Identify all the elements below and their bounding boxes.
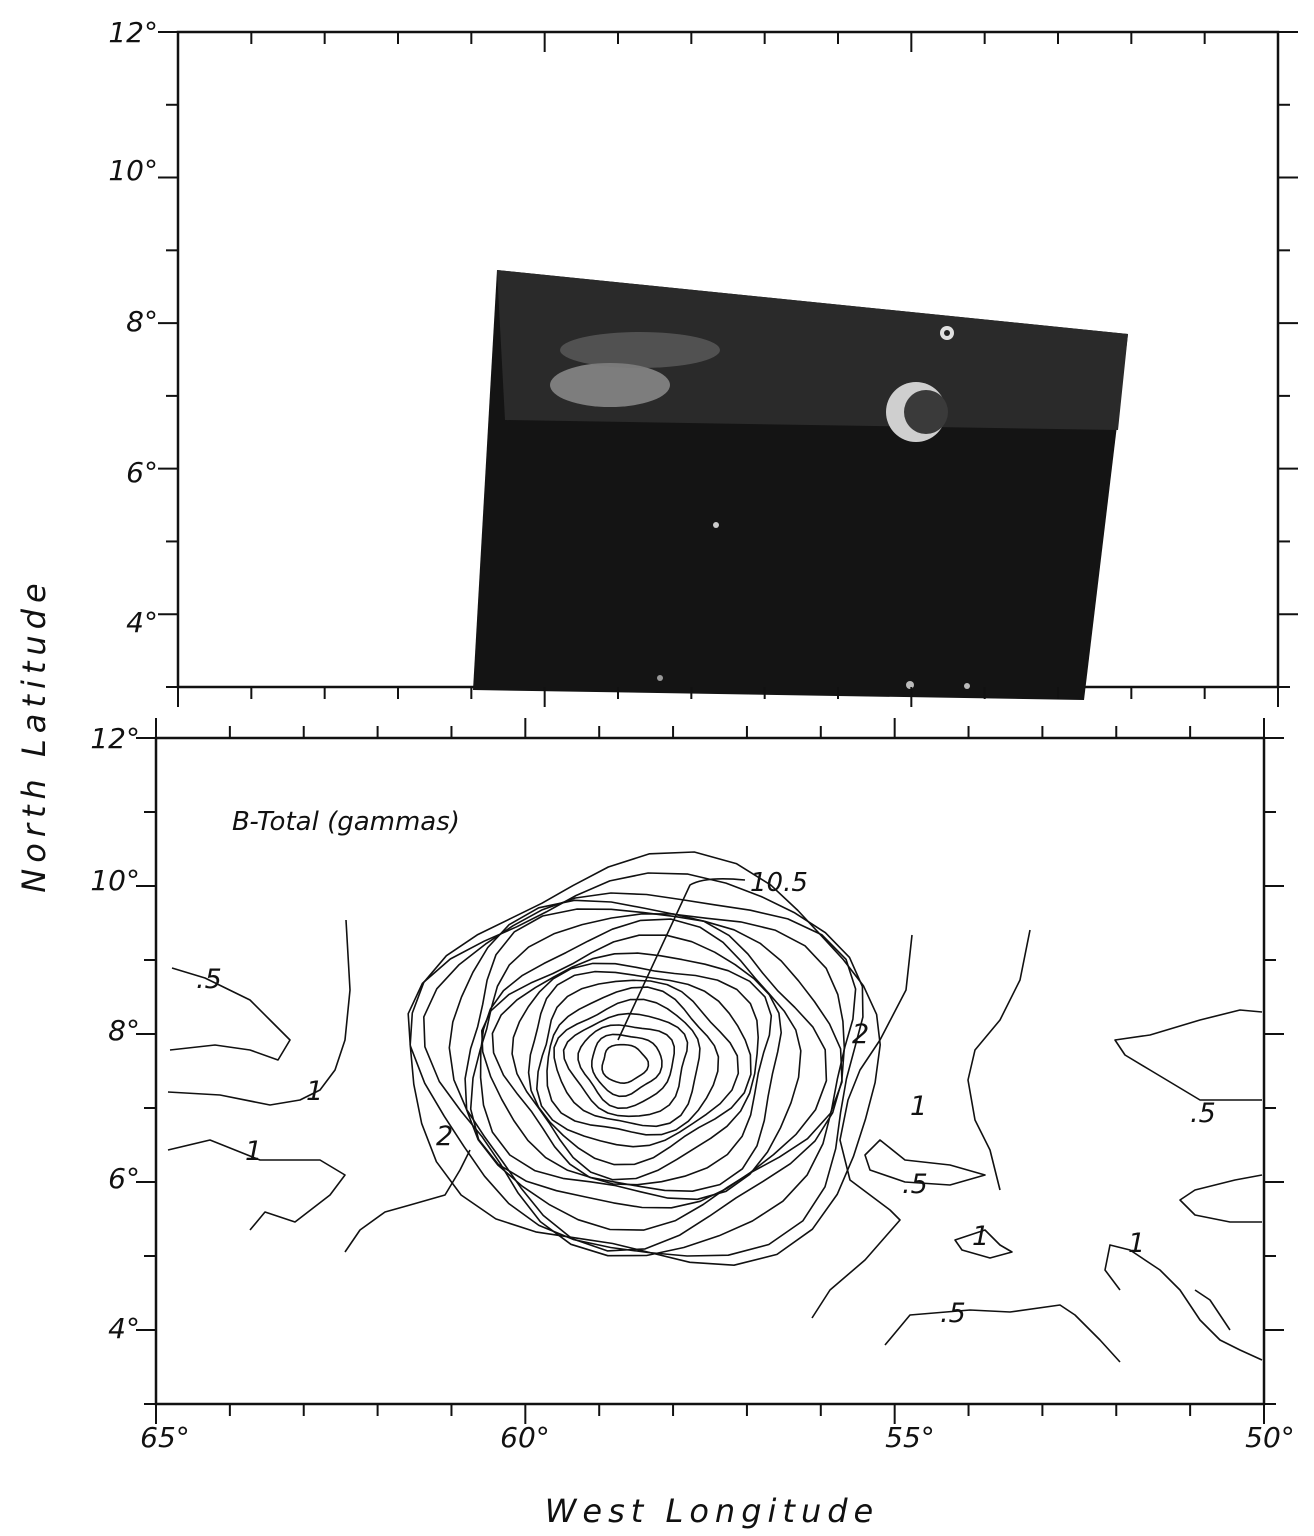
contour-label: 1 <box>972 1221 989 1252</box>
contour-line <box>169 967 291 1061</box>
surface-image <box>473 270 1128 700</box>
contour-line <box>481 934 782 1192</box>
contour-label: 2 <box>436 1121 453 1152</box>
y-tick-label: 6° <box>108 1162 140 1195</box>
contour-label: .5 <box>902 1169 928 1200</box>
contour-label: 1 <box>1128 1228 1145 1259</box>
contour-line <box>491 952 773 1186</box>
contour-line <box>479 918 802 1201</box>
contour-line <box>423 892 857 1257</box>
bottom-panel-frame <box>154 736 1266 1406</box>
contour-line <box>546 986 720 1136</box>
contour-line <box>1179 1174 1263 1223</box>
y-tick-label: 8° <box>126 305 158 338</box>
contour-line <box>884 1304 1121 1363</box>
contour-line <box>344 1149 471 1253</box>
contour-line <box>954 1229 1013 1259</box>
peak-leader-line <box>617 878 746 1041</box>
contour-line <box>527 970 752 1166</box>
contour-line <box>553 998 701 1128</box>
contour-line <box>167 919 351 1106</box>
y-tick-label: 8° <box>108 1014 140 1047</box>
contour-label: .5 <box>1190 1098 1216 1129</box>
x-tick-label: 60° <box>500 1421 550 1454</box>
y-tick-label: 4° <box>108 1312 140 1345</box>
contour-label: 1 <box>245 1136 262 1167</box>
y-tick-label: 10° <box>108 154 158 187</box>
contour-line <box>1114 1009 1263 1101</box>
contour-line <box>1194 1289 1231 1331</box>
contour-label: .5 <box>196 964 222 995</box>
contour-line <box>511 962 759 1181</box>
contour-line <box>464 908 843 1231</box>
contour-line <box>409 851 881 1266</box>
y-tick-label: 6° <box>126 456 158 489</box>
contour-line <box>1104 1244 1263 1361</box>
panel-annotation: B-Total (gammas) <box>232 807 460 837</box>
peak-label: 10.5 <box>750 868 808 898</box>
x-axis-label: West Longitude <box>545 1492 879 1530</box>
contour-line <box>864 1139 986 1186</box>
contour-line <box>967 929 1031 1191</box>
contour-line <box>448 899 846 1252</box>
tick-marks <box>136 31 1298 1424</box>
y-axis-label: North Latitude <box>15 577 53 892</box>
y-tick-label: 10° <box>90 864 140 897</box>
contour-line <box>591 1033 663 1098</box>
y-tick-label: 4° <box>126 606 158 639</box>
contour-lines <box>167 851 1263 1363</box>
contour-label: 1 <box>910 1091 927 1122</box>
contour-label: 1 <box>306 1076 323 1107</box>
contour-line <box>601 1043 650 1084</box>
contour-line <box>562 1012 689 1118</box>
contour-line <box>811 934 913 1319</box>
y-tick-label: 12° <box>108 16 158 49</box>
contour-line <box>577 1024 675 1109</box>
contour-label: 2 <box>852 1019 869 1050</box>
contour-label: .5 <box>940 1298 966 1329</box>
contour-line <box>167 1139 346 1231</box>
y-tick-label: 12° <box>90 722 140 755</box>
x-tick-label: 50° <box>1245 1421 1295 1454</box>
x-tick-label: 65° <box>140 1421 190 1454</box>
contour-line <box>536 979 740 1148</box>
contour-labels: .5 1 1 2 2 1 .5 1 .5 1 .5 <box>196 964 1216 1329</box>
x-tick-label: 55° <box>885 1421 935 1454</box>
